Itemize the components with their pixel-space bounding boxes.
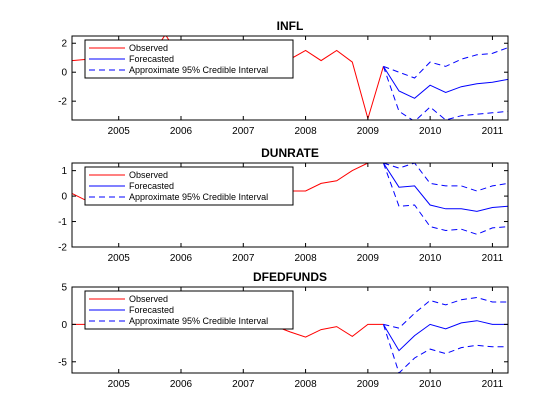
series-line-forecasted-1: [382, 163, 508, 212]
legend-entry: Observed: [129, 294, 168, 304]
x-tick-label: 2010: [419, 126, 442, 137]
x-tick-label: 2011: [482, 379, 504, 390]
chart-title: INFL: [277, 19, 304, 33]
series-line-interval-3: [382, 66, 508, 120]
x-tick-label: 2006: [170, 126, 193, 137]
x-tick-label: 2009: [357, 379, 380, 390]
y-tick-label: -2: [58, 243, 67, 254]
y-tick-label: 5: [61, 283, 67, 294]
x-tick-label: 2007: [232, 379, 255, 390]
chart-title: DUNRATE: [261, 146, 319, 160]
legend-entry: Approximate 95% Credible Interval: [129, 192, 268, 202]
series-line-interval-3: [382, 324, 508, 373]
legend-entry: Forecasted: [129, 305, 174, 315]
x-tick-label: 2010: [419, 379, 442, 390]
x-tick-label: 2007: [232, 253, 255, 264]
legend-entry: Forecasted: [129, 181, 174, 191]
axes-box: [71, 35, 509, 121]
series-line-interval-2: [383, 296, 508, 329]
axes-box: [71, 162, 509, 248]
subplot-dfedfunds: DFEDFUNDS 2005 2006 2007 2008 2009 2010 2011 -5 0…: [58, 270, 509, 390]
x-tick-label: 2009: [357, 126, 380, 137]
legend-entry: Observed: [129, 170, 168, 180]
y-tick-label: -1: [58, 217, 67, 228]
y-tick-label: 0: [61, 192, 67, 203]
y-tick-label: 1: [61, 166, 67, 177]
axes-box: [71, 286, 509, 374]
y-tick-label: 0: [61, 320, 67, 331]
x-tick-label: 2006: [170, 253, 193, 264]
y-tick-label: 0: [61, 68, 67, 79]
x-tick-label: 2011: [482, 253, 504, 264]
series-line-interval-3: [382, 163, 508, 235]
x-tick-label: 2008: [294, 126, 317, 137]
chart-title: DFEDFUNDS: [253, 270, 327, 284]
subplot-infl: INFL 2005 2006 2007 2008 2009 2010 2011 -2 0 2 Obse…: [58, 19, 509, 137]
x-tick-label: 2005: [108, 379, 131, 390]
y-tick-label: -5: [58, 357, 67, 368]
x-tick-label: 2006: [170, 379, 193, 390]
legend-entry: Forecasted: [129, 54, 174, 64]
legend-entry: Approximate 95% Credible Interval: [129, 65, 268, 75]
x-tick-label: 2005: [108, 126, 131, 137]
x-tick-label: 2007: [232, 126, 255, 137]
x-tick-label: 2010: [419, 253, 442, 264]
legend-entry: Observed: [129, 43, 168, 53]
x-tick-label: 2008: [294, 253, 317, 264]
series-line-forecasted-1: [382, 320, 508, 352]
x-tick-label: 2009: [357, 253, 380, 264]
x-tick-label: 2008: [294, 379, 317, 390]
series-line-forecasted-1: [382, 66, 508, 99]
series-line-interval-2: [383, 47, 508, 79]
y-tick-label: 2: [61, 39, 67, 50]
y-tick-label: -2: [58, 97, 67, 108]
x-tick-label: 2011: [482, 126, 504, 137]
series-line-interval-2: [383, 163, 508, 192]
subplot-dunrate: DUNRATE 2005 2006 2007 2008 2009 2010 2011 -2 -1 0…: [58, 146, 509, 264]
x-tick-label: 2005: [108, 253, 131, 264]
legend-entry: Approximate 95% Credible Interval: [129, 316, 268, 326]
